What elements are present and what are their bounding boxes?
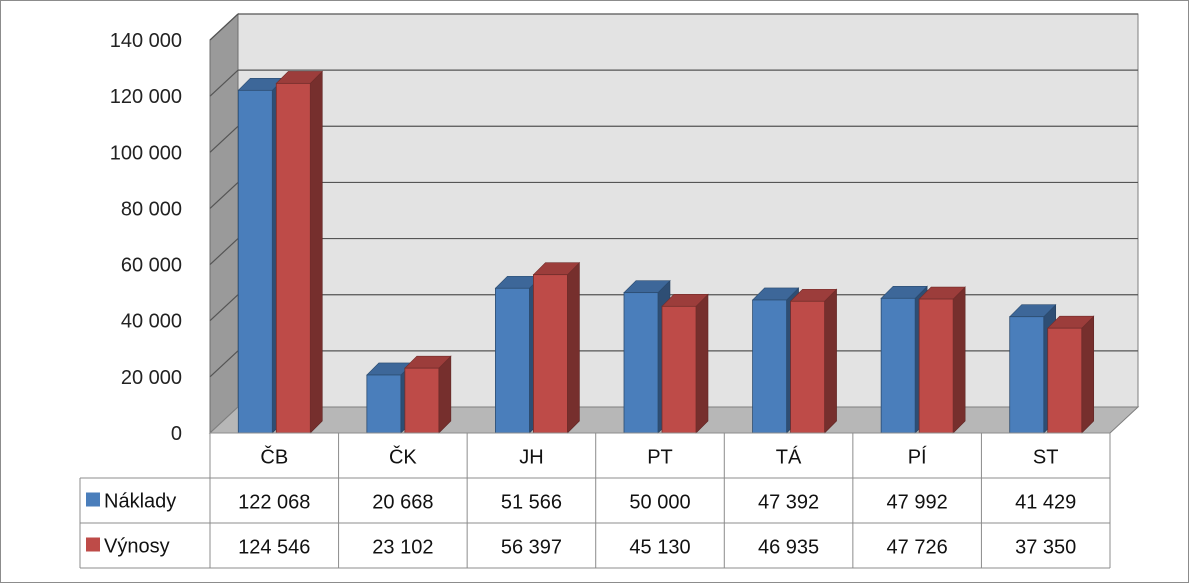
bar-side [695,293,709,434]
y-tick-label: 120 000 [110,86,182,108]
table-value: 37 350 [1015,537,1076,559]
bar-side [952,286,966,434]
bar-side [824,288,837,434]
y-tick-label: 20 000 [121,367,182,389]
bar-side [438,355,452,434]
gridline-side [209,69,239,97]
table-value: 56 397 [501,537,562,559]
bar-Výnosy [790,300,825,434]
bar-side [567,261,580,434]
table-value: 50 000 [629,492,690,514]
y-tick-label: 140 000 [110,30,182,52]
bar-Výnosy [404,367,440,434]
table-value: 47 392 [758,492,819,514]
category-label: ST [1033,447,1059,469]
bar-Výnosy [275,82,311,434]
category-label: PT [647,447,673,469]
legend-key [86,492,100,507]
category-label: ČB [260,446,288,469]
bar-Výnosy [918,298,954,434]
series-name: Náklady [104,491,176,513]
bar-Výnosy [661,305,697,434]
y-tick-label: 0 [171,423,182,445]
legend-key [86,537,100,552]
y-tick-label: 60 000 [121,255,182,277]
table-value: 122 068 [238,492,310,514]
series-name: Výnosy [104,536,170,558]
bar-Náklady [752,299,787,434]
gridline-side [209,125,239,153]
bar-Náklady [366,374,402,434]
bar-Výnosy [533,274,568,434]
gridline-side [209,13,239,41]
table-value: 20 668 [372,492,433,514]
table-value: 124 546 [238,537,310,559]
table-value: 23 102 [372,537,433,559]
bar-Náklady [495,287,530,434]
gridline-side [209,294,239,322]
category-label: TÁ [776,446,802,469]
table-value: 47 992 [887,492,948,514]
gridline-side [209,238,239,266]
gridline-side [209,350,239,378]
gridline-side [209,181,239,209]
bar-Náklady [880,297,916,434]
bar-Náklady [1009,316,1045,434]
table-value: 47 726 [887,537,948,559]
category-label: ČK [389,446,417,469]
bar-Výnosy [1047,327,1083,434]
category-label: JH [519,447,543,469]
bar-Náklady [237,89,273,434]
category-label: PÍ [908,446,927,469]
bar-Náklady [623,292,659,434]
y-tick-label: 80 000 [121,198,182,220]
table-value: 41 429 [1015,492,1076,514]
bar-side [1081,315,1095,434]
side-wall [209,12,239,435]
table-value: 45 130 [629,537,690,559]
y-tick-label: 40 000 [121,311,182,333]
table-value: 51 566 [501,492,562,514]
bar-side [309,70,323,434]
y-tick-label: 100 000 [110,142,182,164]
table-value: 46 935 [758,537,819,559]
